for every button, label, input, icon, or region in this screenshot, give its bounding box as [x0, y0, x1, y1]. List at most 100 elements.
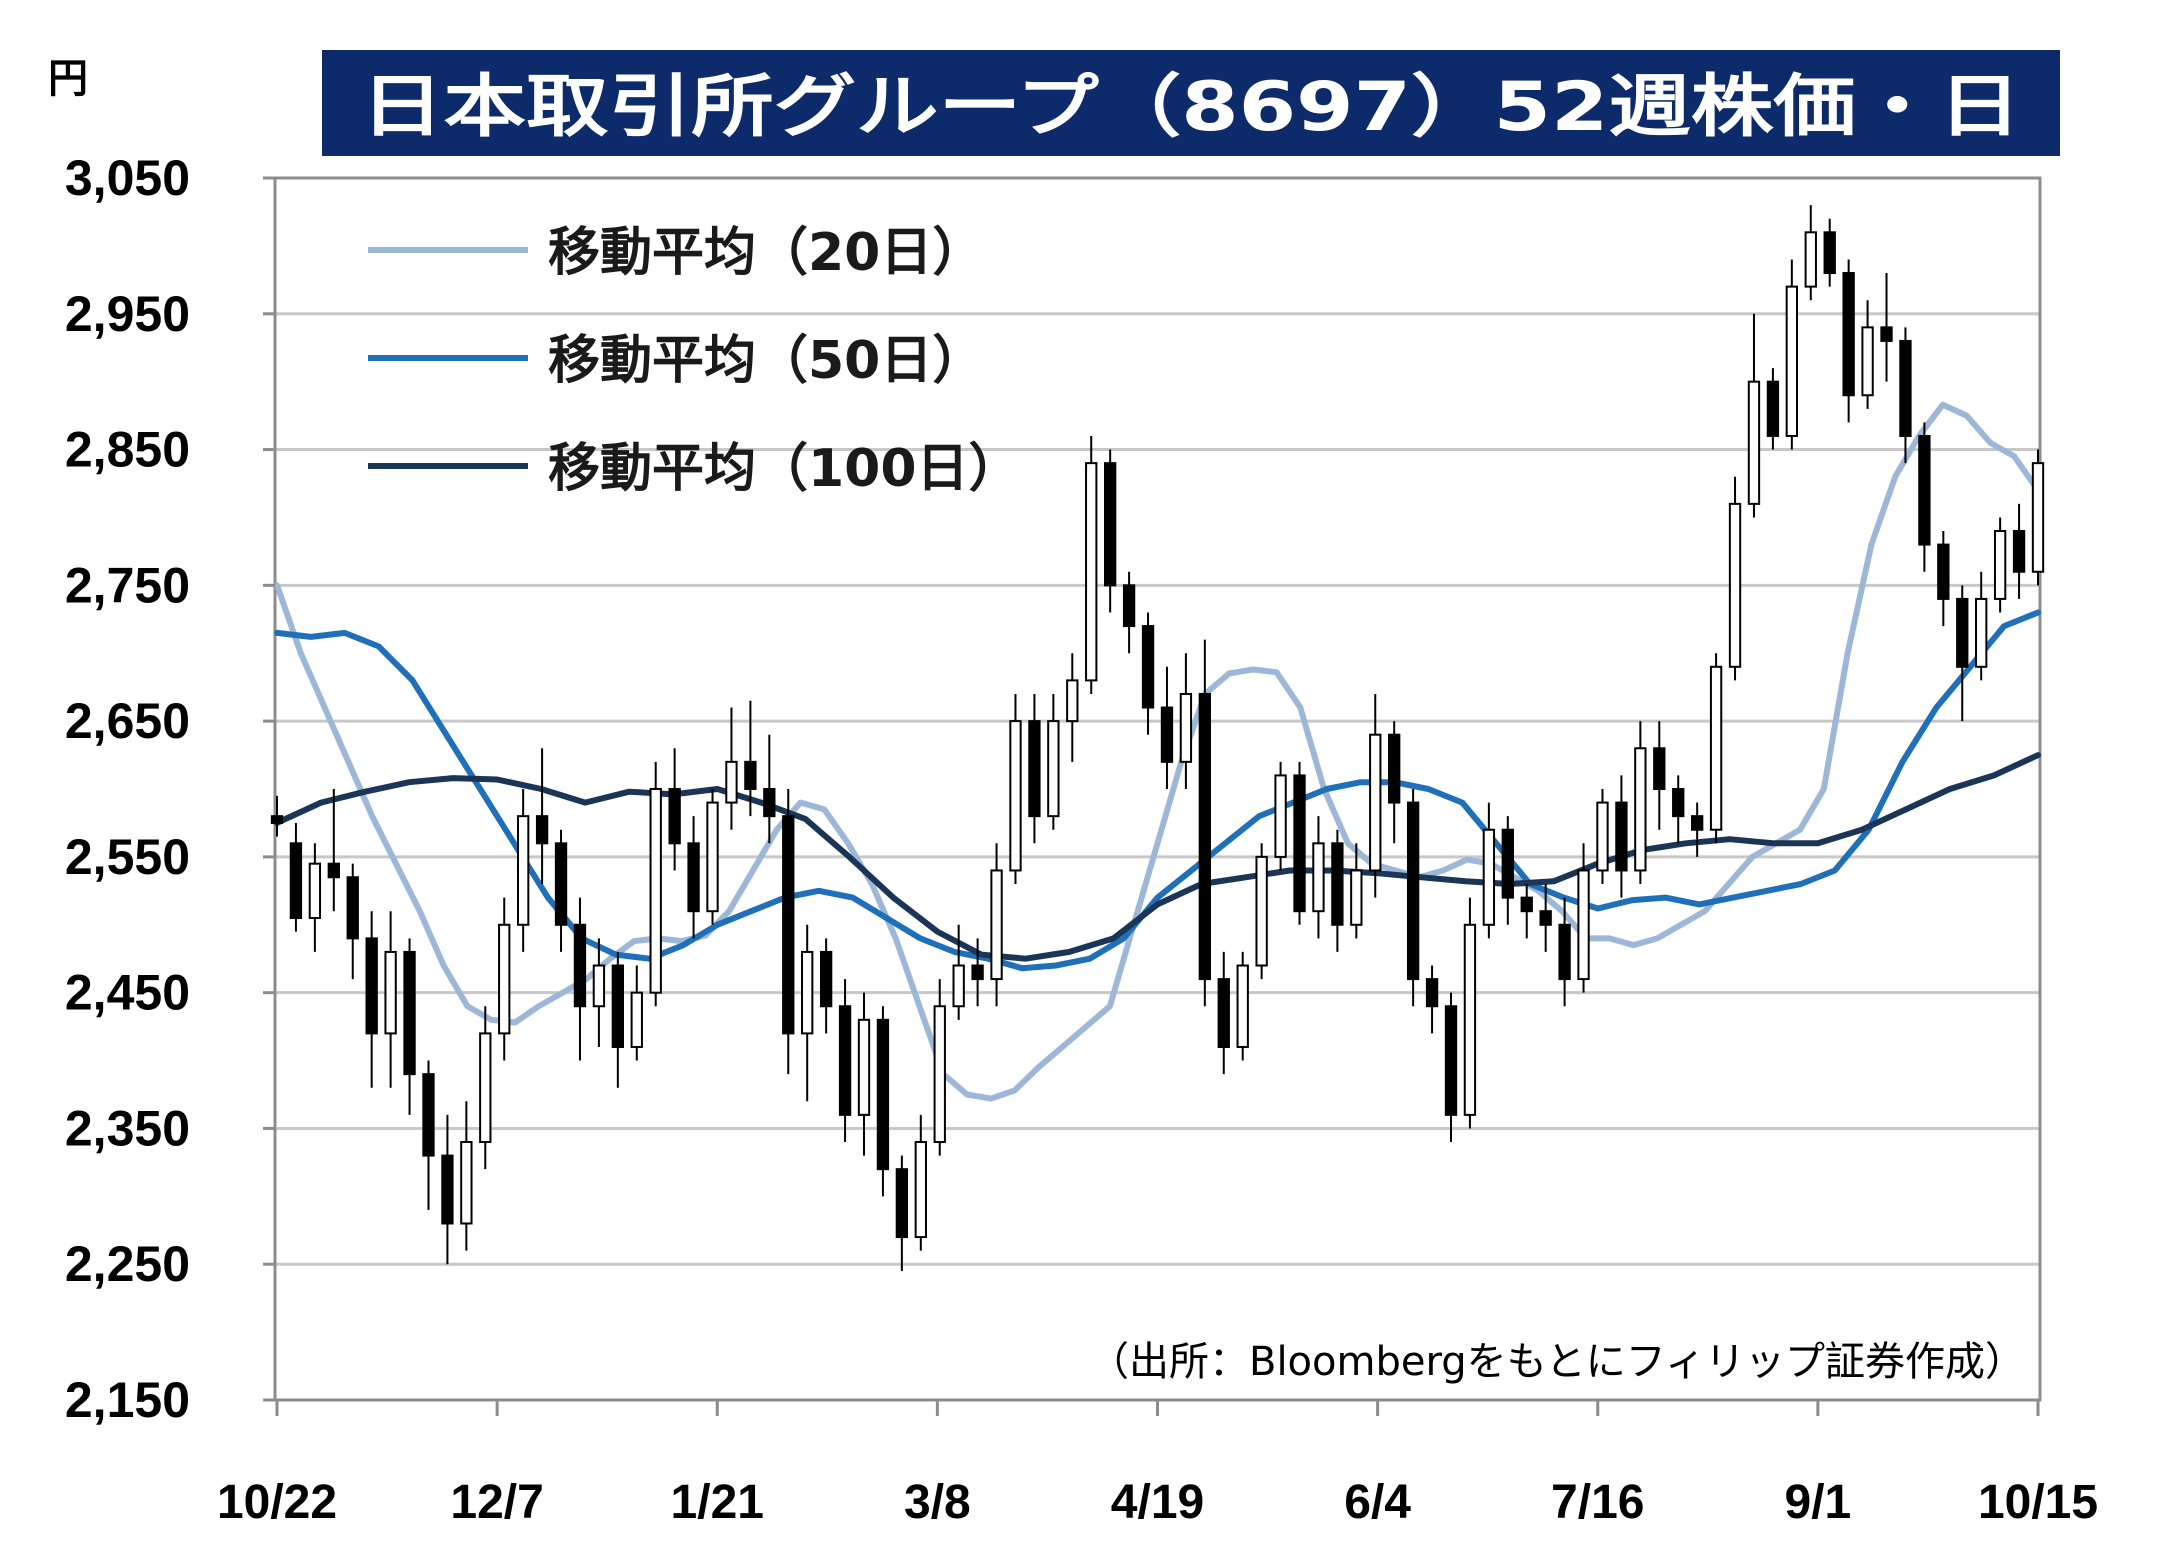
candle-body [1122, 584, 1136, 628]
candle [1255, 843, 1268, 980]
y-tick-label: 2,150 [65, 1372, 190, 1428]
candle [1899, 327, 1912, 464]
candle-body [1975, 597, 1988, 668]
candle [1236, 951, 1249, 1061]
candle [1861, 300, 1874, 409]
candle-body [1009, 720, 1022, 872]
candle-body [933, 1005, 946, 1144]
candle [1388, 721, 1401, 844]
candle-body [1709, 665, 1723, 831]
candle [895, 1155, 909, 1272]
candle [270, 795, 284, 837]
candle-body [516, 815, 530, 926]
candle [1217, 951, 1230, 1075]
candle [1596, 789, 1609, 885]
x-tick-label: 7/16 [1551, 1476, 1644, 1529]
candle [1293, 761, 1306, 925]
candle [1425, 965, 1439, 1034]
candle-body [1047, 720, 1060, 818]
candle [630, 965, 643, 1061]
candle-body [1899, 339, 1912, 437]
y-axis: 3,050 2,950 2,850 2,750 2,650 2,550 2,450 2,350… [65, 150, 275, 1428]
candle [1520, 884, 1533, 939]
candle [1103, 449, 1117, 613]
candle-body [1103, 462, 1117, 587]
candle-body [687, 842, 700, 913]
candle [933, 979, 946, 1156]
candle-body [1539, 910, 1552, 926]
y-tick-label: 2,350 [65, 1100, 190, 1156]
source-note: （出所：Bloombergをもとにフィリップ証券作成） [1089, 1339, 2025, 1385]
candle [1842, 259, 1855, 423]
candle-body [1634, 747, 1647, 872]
candle [1009, 693, 1022, 885]
candle-body [308, 862, 322, 919]
candle-body [763, 788, 776, 818]
candle-body [1615, 801, 1628, 872]
candle [1728, 476, 1742, 681]
y-tick-label: 3,050 [65, 150, 190, 206]
candle-body [1482, 828, 1496, 926]
candle [327, 789, 340, 912]
candle-body [1388, 733, 1401, 804]
candle-body [1217, 978, 1230, 1048]
candle [1577, 843, 1590, 993]
candlestick-series [270, 205, 2045, 1272]
candle [2012, 503, 2026, 599]
candle [554, 829, 568, 952]
candle [763, 734, 776, 844]
candle [801, 924, 814, 1102]
candle [535, 748, 549, 885]
y-tick-label: 2,650 [65, 693, 190, 749]
candle [1274, 761, 1287, 871]
candle-body [895, 1168, 909, 1239]
candle [649, 761, 662, 1007]
candle [1709, 653, 1723, 844]
candle-body [1236, 964, 1249, 1048]
unit-label: 円 [48, 56, 88, 102]
candle-body [1880, 326, 1893, 342]
candle [1066, 653, 1079, 762]
candle-body [801, 950, 814, 1035]
chart-title: 日本取引所グループ（8697）52週株価・日 [361, 68, 2021, 147]
candle-body [1690, 815, 1704, 831]
candle-body [1255, 855, 1268, 967]
candle-body [1861, 326, 1874, 397]
candle-body [460, 1141, 473, 1225]
x-tick-label: 4/19 [1111, 1476, 1204, 1529]
y-tick-label: 2,750 [65, 557, 190, 613]
candle-body [1406, 801, 1420, 981]
candle [592, 938, 606, 1047]
candle [990, 843, 1003, 1007]
candle [1804, 205, 1817, 301]
candle-body [1444, 1005, 1458, 1116]
candle-body [838, 1005, 852, 1116]
candle [1198, 639, 1212, 1007]
candle [744, 700, 757, 817]
candle-body [1956, 597, 1969, 668]
candle-body [1728, 502, 1742, 668]
candle-body [1520, 896, 1533, 913]
candle-body [289, 842, 303, 919]
candle [308, 843, 322, 952]
candle-body [384, 950, 397, 1035]
candle [2031, 449, 2045, 586]
candle [838, 979, 852, 1143]
candle [819, 938, 833, 1034]
candle [1672, 775, 1685, 844]
legend-label-ma20: 移動平均（20日） [548, 223, 984, 283]
candle [1122, 571, 1136, 654]
candle-body [441, 1154, 454, 1225]
y-tick-label: 2,850 [65, 422, 190, 478]
candle [1558, 897, 1571, 1007]
candle [1993, 517, 2007, 613]
candle-body [2012, 530, 2026, 573]
candle-body [479, 1032, 492, 1144]
gridlines [275, 312, 2040, 1266]
candle [876, 1006, 890, 1197]
candle-body [270, 815, 284, 824]
candle-body [1160, 706, 1174, 763]
candle [1975, 571, 1988, 681]
candle [1615, 775, 1628, 898]
